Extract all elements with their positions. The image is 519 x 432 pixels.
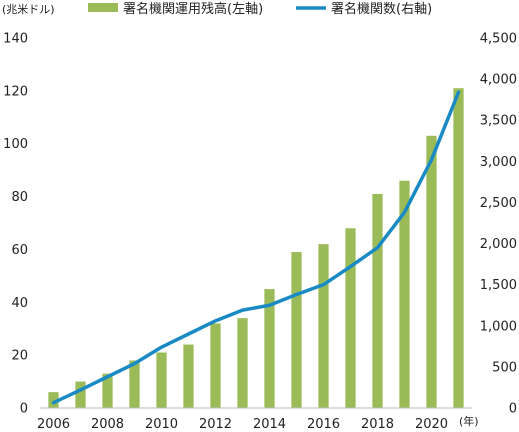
bar <box>75 381 86 408</box>
series-line <box>51 90 461 405</box>
left-tick-label: 0 <box>20 402 28 417</box>
legend-label-line: 署名機関数(右軸) <box>331 1 432 17</box>
bar <box>210 323 221 408</box>
bar <box>426 135 437 409</box>
left-tick-label: 80 <box>11 190 28 205</box>
left-tick-label: 140 <box>3 32 28 47</box>
x-tick-label: 2020 <box>415 417 448 432</box>
x-tick-label: 2018 <box>361 417 394 432</box>
line-series <box>51 90 461 405</box>
x-axis-unit: (年) <box>459 414 479 428</box>
bar <box>48 392 59 408</box>
right-tick-label: 500 <box>492 360 517 375</box>
legend: 署名機関運用残高(左軸) 署名機関数(右軸) <box>88 1 432 17</box>
bar <box>183 344 194 408</box>
left-tick-label: 120 <box>3 84 28 99</box>
right-tick-label: 2,000 <box>480 237 517 252</box>
bar <box>318 244 329 408</box>
left-tick-label: 100 <box>3 137 28 152</box>
right-tick-label: 3,000 <box>480 155 517 170</box>
bar <box>102 373 113 408</box>
right-axis-ticks: 0 500 1,000 1,500 2,000 2,500 3,000 3,500 4,000 4… <box>480 32 517 417</box>
x-tick-label: 2008 <box>91 417 124 432</box>
left-axis-unit: (兆米ドル) <box>2 3 55 16</box>
right-tick-label: 1,000 <box>480 319 517 334</box>
bar <box>129 360 140 408</box>
x-tick-label: 2012 <box>199 417 232 432</box>
legend-swatch-bar <box>88 3 118 12</box>
left-tick-label: 60 <box>11 243 28 258</box>
left-axis-ticks: 0 20 40 60 80 100 120 140 <box>3 32 28 417</box>
right-tick-label: 3,500 <box>480 114 517 129</box>
bar <box>453 88 464 408</box>
bar <box>291 252 302 408</box>
right-tick-label: 0 <box>509 402 517 417</box>
bar <box>237 318 248 408</box>
x-tick-label: 2006 <box>37 417 70 432</box>
right-tick-label: 2,500 <box>480 196 517 211</box>
right-tick-label: 1,500 <box>480 278 517 293</box>
right-tick-label: 4,500 <box>480 32 517 47</box>
bar <box>156 352 167 408</box>
right-tick-label: 4,000 <box>480 73 517 88</box>
x-axis-ticks: 2006 2008 2010 2012 2014 2016 2018 2020 <box>37 417 448 432</box>
x-tick-label: 2014 <box>253 417 286 432</box>
legend-label-bar: 署名機関運用残高(左軸) <box>123 1 263 17</box>
bar <box>345 228 356 408</box>
bar <box>372 193 383 408</box>
x-tick-label: 2010 <box>145 417 178 432</box>
x-tick-label: 2016 <box>307 417 340 432</box>
left-tick-label: 40 <box>11 296 28 311</box>
left-tick-label: 20 <box>11 349 28 364</box>
bar <box>264 289 275 408</box>
bar <box>399 180 410 408</box>
bar-series <box>48 88 464 409</box>
